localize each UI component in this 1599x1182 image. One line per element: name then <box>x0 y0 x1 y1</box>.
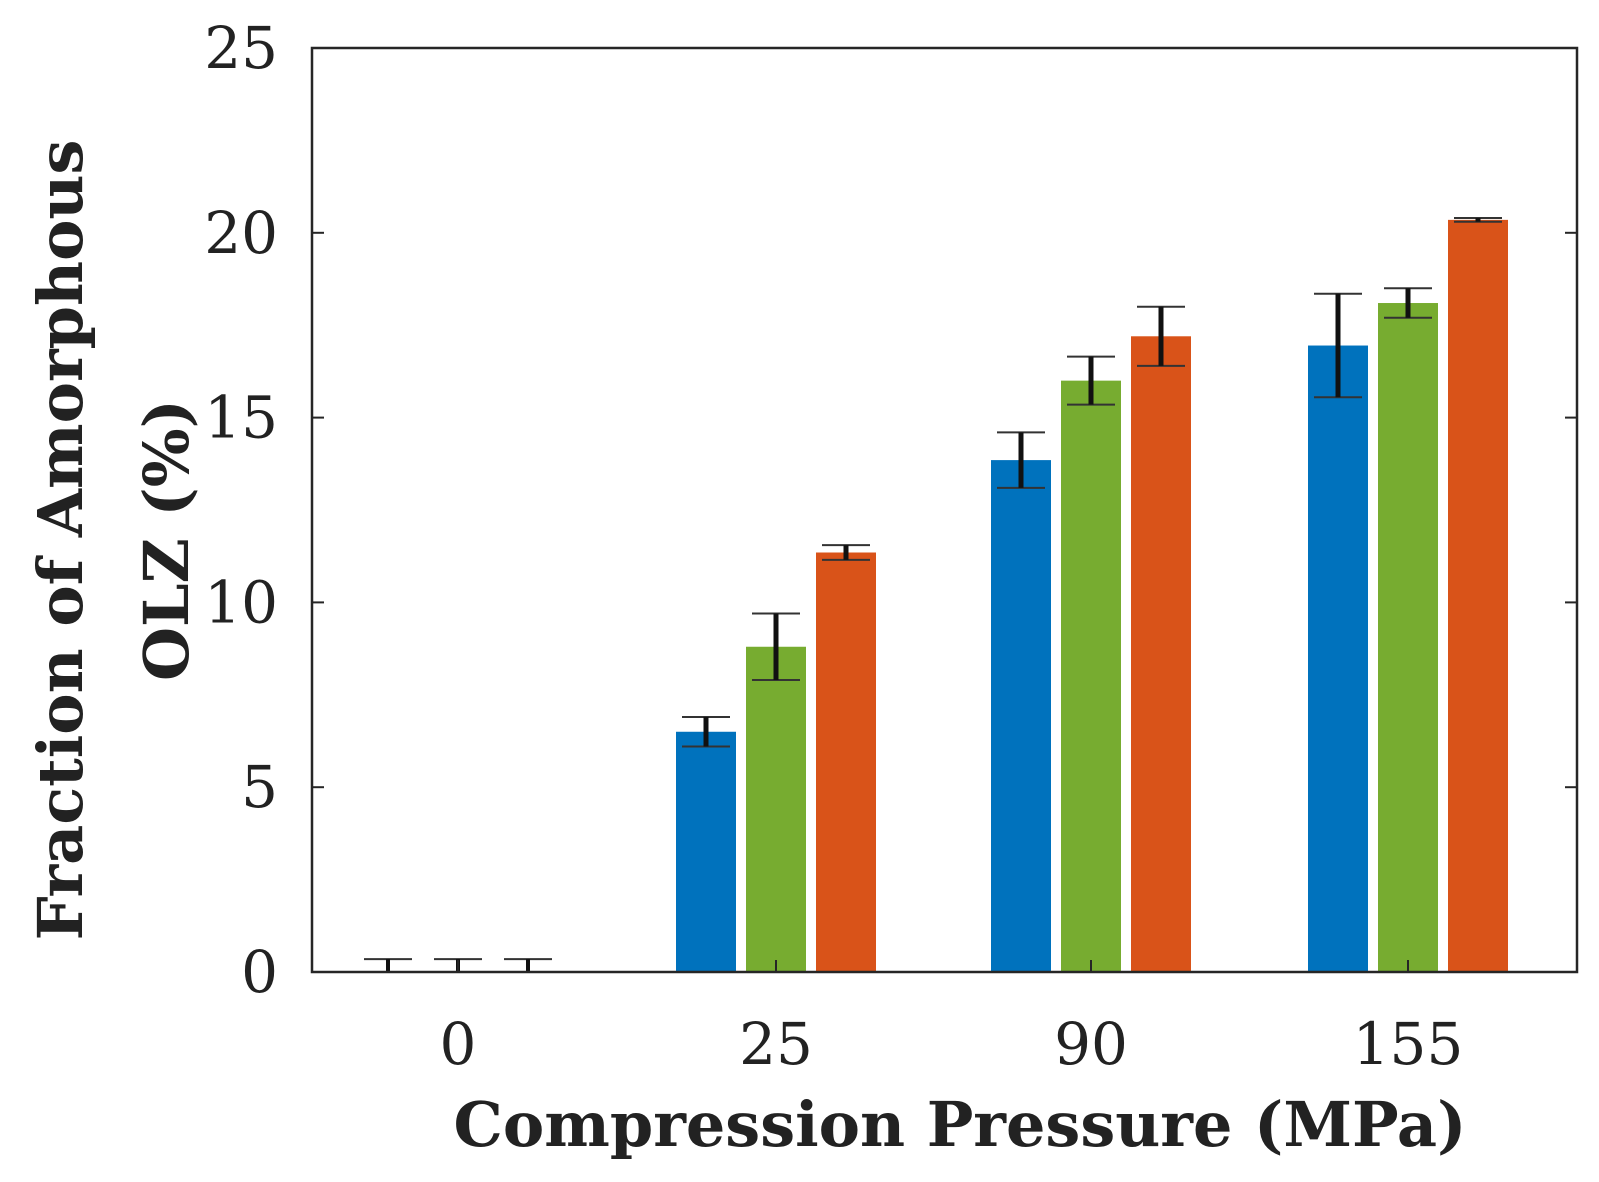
error-bar-series-3-0 <box>504 958 552 972</box>
x-axis-title: Compression Pressure (MPa) <box>454 1088 1467 1161</box>
bar-series-1-25 <box>676 731 736 972</box>
error-bar-series-1-155 <box>1314 292 1362 399</box>
bar-series-1-90 <box>991 460 1051 972</box>
y-axis-title-line-2: OLZ (%) <box>130 399 203 681</box>
bar-series-3-90 <box>1131 336 1191 973</box>
error-bar-series-2-25 <box>752 612 800 682</box>
y-axis-title-line-1: Fraction of Amorphous <box>24 140 97 941</box>
y-tick-label-5: 5 <box>241 753 278 821</box>
y-axis: 0 5 10 15 20 25 <box>204 14 1577 1006</box>
error-bar-series-3-25 <box>822 544 870 561</box>
x-tick-label-90: 90 <box>1054 1010 1128 1078</box>
x-axis: 0 25 90 155 <box>440 960 1464 1078</box>
error-bar-series-3-90 <box>1137 305 1185 367</box>
bar-series-2-25 <box>746 646 806 972</box>
error-bar-series-1-90 <box>997 431 1045 489</box>
y-axis-title: Fraction of Amorphous OLZ (%) <box>24 140 203 941</box>
bar-series-3-155 <box>1448 219 1508 972</box>
error-bar-series-2-90 <box>1067 355 1115 406</box>
error-bar-series-3-155 <box>1454 217 1502 223</box>
y-tick-label-15: 15 <box>204 384 278 452</box>
error-bars-layer <box>364 217 1502 972</box>
bar-series-1-155 <box>1308 345 1368 972</box>
x-tick-label-0: 0 <box>440 1010 477 1078</box>
bar-series-2-90 <box>1061 380 1121 972</box>
error-bar-series-2-155 <box>1384 287 1432 319</box>
bar-series-3-25 <box>816 552 876 972</box>
y-tick-label-10: 10 <box>204 568 278 636</box>
y-tick-label-25: 25 <box>204 14 278 82</box>
bar-series-2-155 <box>1378 303 1438 972</box>
y-tick-label-20: 20 <box>204 199 278 267</box>
x-tick-label-155: 155 <box>1353 1010 1464 1078</box>
error-bar-series-1-0 <box>364 958 412 972</box>
y-tick-label-0: 0 <box>241 938 278 1006</box>
plot-frame <box>310 46 1579 974</box>
error-bar-series-1-25 <box>682 715 730 748</box>
x-tick-label-25: 25 <box>739 1010 813 1078</box>
bars-layer <box>676 219 1508 973</box>
